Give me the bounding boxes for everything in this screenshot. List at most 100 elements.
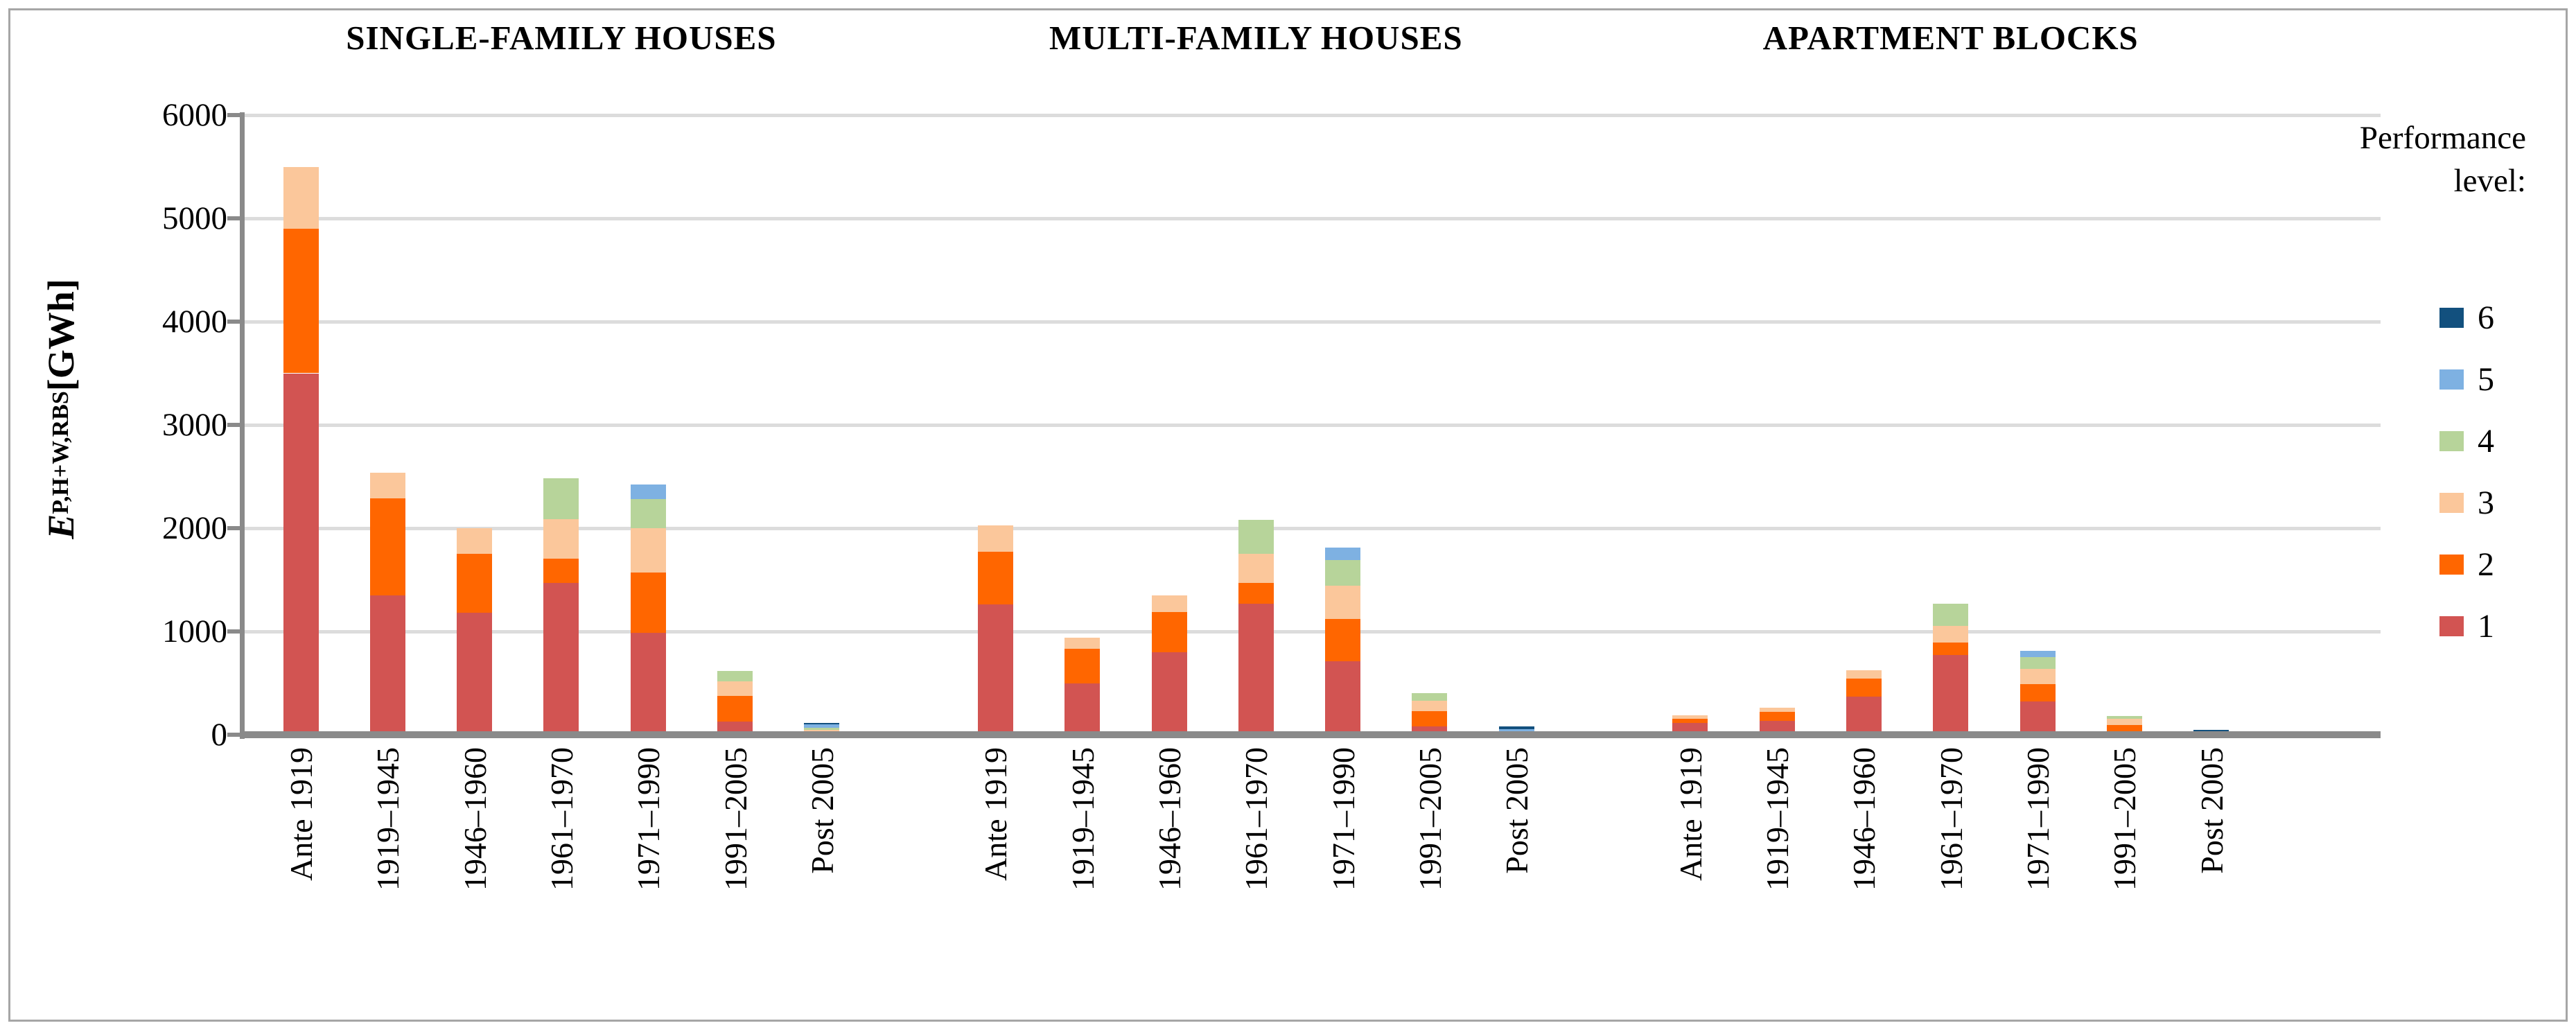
bar-segment-level-3 <box>2019 668 2056 684</box>
y-gridline <box>244 114 2381 117</box>
x-tick-label: 1946–1960 <box>1151 747 1187 891</box>
legend-swatch-level-3 <box>2439 493 2464 513</box>
bar-segment-level-1 <box>1412 726 1448 735</box>
legend-swatch-level-6 <box>2439 308 2464 328</box>
bar-segment-level-4 <box>2019 657 2056 669</box>
x-axis-line <box>240 731 2381 738</box>
y-gridline <box>244 630 2381 634</box>
y-tick-label: 5000 <box>162 200 227 236</box>
bar-segment-level-1 <box>457 613 493 735</box>
bar-segment-level-4 <box>717 671 753 681</box>
bar-segment-level-2 <box>1151 611 1187 652</box>
y-gridline <box>244 217 2381 220</box>
legend-label: 6 <box>2478 299 2494 336</box>
bar-segment-level-2 <box>2019 683 2056 702</box>
x-tick-label: 1919–1945 <box>1064 747 1101 891</box>
bar-segment-level-2 <box>457 554 493 613</box>
legend-title: Performance level: <box>2235 116 2526 202</box>
y-axis-tick <box>227 320 244 324</box>
bar-segment-level-2 <box>977 552 1013 605</box>
legend-swatch-level-4 <box>2439 431 2464 451</box>
bar-segment-level-3 <box>543 519 579 559</box>
bar-segment-level-3 <box>1759 708 1795 713</box>
bar-segment-level-1 <box>543 582 579 735</box>
bar-segment-level-2 <box>2106 724 2142 732</box>
bar-segment-level-3 <box>2106 718 2142 725</box>
x-tick-label: 1919–1945 <box>1759 747 1795 891</box>
y-tick-label: 2000 <box>162 510 227 546</box>
legend-swatch-level-1 <box>2439 616 2464 636</box>
bar-segment-level-2 <box>543 558 579 583</box>
bar-segment-level-1 <box>977 604 1013 735</box>
x-tick-label: 1971–1990 <box>630 747 666 891</box>
bar-segment-level-1 <box>1151 652 1187 735</box>
y-axis-title-symbol: E <box>40 514 82 539</box>
y-axis-title-unit: [GWh] <box>40 279 82 392</box>
y-axis-tick <box>227 526 244 530</box>
bar-segment-level-3 <box>1672 715 1708 719</box>
y-axis-line <box>240 112 245 739</box>
x-tick-label: Post 2005 <box>2193 747 2229 874</box>
bar-segment-level-2 <box>1238 582 1274 604</box>
x-tick-label: 1946–1960 <box>457 747 493 891</box>
bar-segment-level-1 <box>1238 603 1274 735</box>
legend-title-line1: Performance <box>2359 120 2526 156</box>
legend-label: 2 <box>2478 546 2494 583</box>
y-axis-tick <box>227 629 244 634</box>
x-tick-label: 1991–2005 <box>1412 747 1448 891</box>
bar-segment-level-4 <box>1238 520 1274 555</box>
y-gridline <box>244 424 2381 427</box>
bar-segment-level-2 <box>717 696 753 722</box>
bar-segment-level-6 <box>2193 729 2229 732</box>
bar-segment-level-5 <box>2019 651 2056 658</box>
bar-segment-level-2 <box>630 573 666 634</box>
bar-segment-level-2 <box>1672 718 1708 723</box>
bar-segment-level-3 <box>977 525 1013 552</box>
bar-segment-level-1 <box>1759 720 1795 735</box>
y-tick-label: 0 <box>211 717 228 753</box>
bar-segment-level-3 <box>1933 625 1969 643</box>
bar-segment-level-1 <box>1846 696 1882 735</box>
group-title: MULTI-FAMILY HOUSES <box>1049 19 1463 57</box>
legend-title-line2: level: <box>2453 163 2526 199</box>
x-tick-label: 1946–1960 <box>1846 747 1882 891</box>
bar-segment-level-1 <box>1933 654 1969 735</box>
bar-segment-level-2 <box>283 228 319 374</box>
x-tick-label: Ante 1919 <box>1672 747 1708 881</box>
y-axis-tick <box>227 423 244 427</box>
y-axis-tick <box>227 216 244 220</box>
bar-segment-level-2 <box>1064 649 1101 684</box>
bar-segment-level-1 <box>630 633 666 735</box>
bar-segment-level-1 <box>369 595 405 735</box>
bar-segment-level-5 <box>804 724 840 728</box>
bar-segment-level-3 <box>1325 586 1361 620</box>
legend-swatch-level-2 <box>2439 555 2464 575</box>
bar-segment-level-2 <box>1325 619 1361 662</box>
x-tick-label: 1961–1970 <box>1933 747 1969 891</box>
bar-segment-level-1 <box>283 373 319 735</box>
bar-segment-level-3 <box>1846 670 1882 679</box>
bar-segment-level-1 <box>1064 683 1101 735</box>
y-gridline <box>244 527 2381 530</box>
x-tick-label: Post 2005 <box>1498 747 1534 874</box>
bar-segment-level-5 <box>1325 548 1361 561</box>
x-tick-label: Post 2005 <box>804 747 840 874</box>
bar-segment-level-4 <box>1412 692 1448 701</box>
bar-segment-level-3 <box>717 681 753 697</box>
x-tick-label: 1961–1970 <box>543 747 579 891</box>
bar-segment-level-2 <box>1846 678 1882 697</box>
bar-segment-level-2 <box>369 498 405 595</box>
y-axis-title: E P,H+W,RBS [GWh] <box>30 139 92 679</box>
legend-label: 4 <box>2478 423 2494 460</box>
bar-segment-level-3 <box>1412 700 1448 712</box>
x-tick-label: Ante 1919 <box>977 747 1013 881</box>
bar-segment-level-3 <box>1151 595 1187 612</box>
bar-segment-level-6 <box>804 722 840 725</box>
bar-segment-level-6 <box>1498 726 1534 729</box>
x-tick-label: 1961–1970 <box>1238 747 1274 891</box>
y-tick-label: 4000 <box>162 304 227 340</box>
y-axis-title-subscript: P,H+W,RBS <box>48 391 73 514</box>
bar-segment-level-4 <box>1325 560 1361 586</box>
x-tick-label: Ante 1919 <box>283 747 319 881</box>
bar-segment-level-4 <box>804 727 840 731</box>
